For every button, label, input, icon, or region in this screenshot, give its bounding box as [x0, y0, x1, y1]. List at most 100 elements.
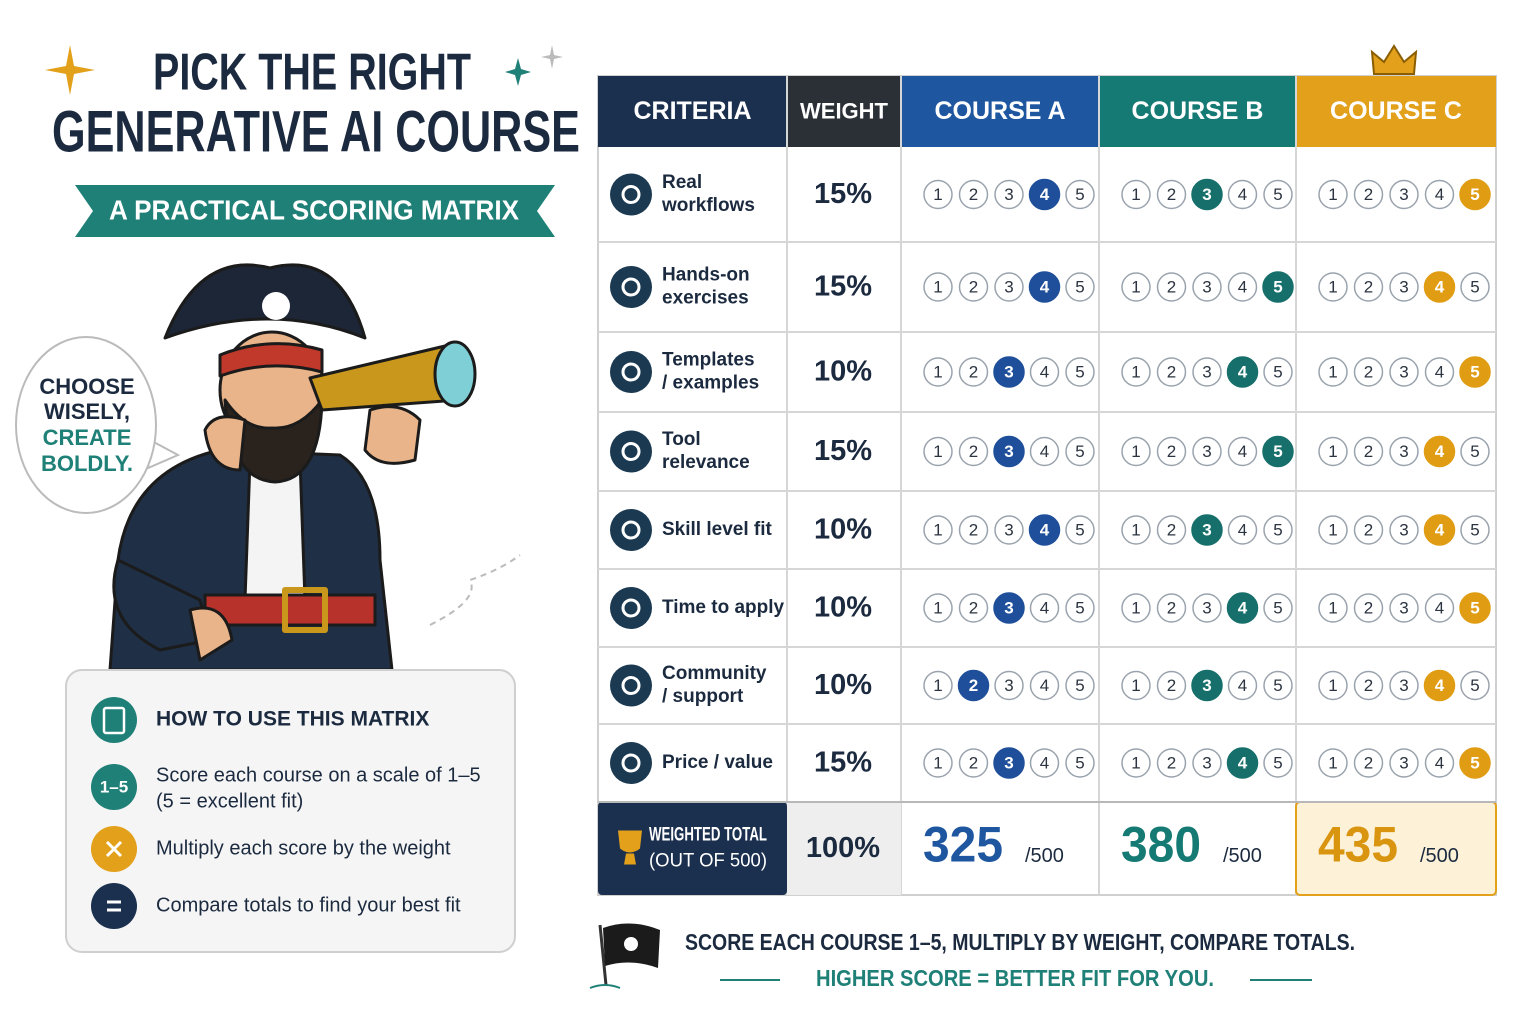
scale-number: 2 [1167, 676, 1176, 695]
scale-number: 2 [1364, 185, 1373, 204]
footer-line: SCORE EACH COURSE 1–5, MULTIPLY BY WEIGH… [685, 929, 1355, 955]
scale-circle [1156, 593, 1187, 623]
criterion-icon-glyph [621, 185, 641, 204]
scale-circle [1227, 670, 1258, 701]
scale-number: 2 [1364, 598, 1373, 617]
scale-circle [1029, 436, 1060, 467]
scale-circle [1065, 179, 1095, 210]
criterion-text: Real [662, 172, 702, 193]
scale-circle [1065, 593, 1095, 623]
scale-number: 4 [1040, 753, 1049, 772]
scoring-table: CRITERIA WEIGHT COURSE A COURSE B COURSE C Re… [597, 75, 1497, 896]
scale-number: 3 [1202, 185, 1211, 204]
header-text: COURSE B [1132, 97, 1264, 125]
scale-number: 5 [1470, 753, 1479, 772]
score-highlight [1423, 435, 1456, 468]
scale-number: 5 [1075, 753, 1084, 772]
scale-number: 3 [1202, 598, 1211, 617]
scale-number: 4 [1238, 676, 1247, 695]
scale-circle [1192, 272, 1222, 302]
total-weight-cell [787, 802, 901, 895]
scale-circle [1029, 357, 1060, 387]
scale-circle [1318, 593, 1348, 623]
scale-number: 3 [1004, 753, 1013, 772]
scale-circle [1263, 748, 1293, 778]
scale-number: 1 [933, 676, 942, 695]
scale-icon-text: 1–5 [100, 777, 128, 796]
total-score: 325 [923, 817, 1003, 873]
scale-number: 2 [1167, 598, 1176, 617]
scale-circle [1424, 748, 1455, 778]
criterion-text: Community [662, 663, 767, 684]
clipboard-glyph [102, 706, 126, 735]
scale-circle [958, 272, 989, 302]
scale-number: 2 [969, 185, 978, 204]
scale-circle [1121, 272, 1151, 302]
weight-text: 10% [814, 592, 872, 624]
scale-number: 3 [1399, 185, 1408, 204]
scale-number: 2 [1167, 520, 1176, 539]
scale-circle [1389, 593, 1419, 623]
criterion-icon-glyph [621, 277, 641, 297]
scale-number: 5 [1470, 442, 1479, 461]
scale-number: 2 [1364, 676, 1373, 695]
scale-circle [958, 357, 989, 387]
scale-number: 1 [933, 753, 942, 772]
total-max: /500 [1025, 845, 1064, 867]
scale-circle [1121, 179, 1151, 210]
scale-number: 2 [969, 520, 978, 539]
criterion-icon-glyph [621, 676, 641, 695]
step-text: Score each course on a scale of 1–5 [156, 764, 481, 786]
scale-circle [1353, 748, 1384, 778]
scale-number: 5 [1273, 442, 1282, 461]
scale-number: 5 [1075, 598, 1084, 617]
criterion-icon [610, 664, 652, 707]
scale-circle [994, 515, 1024, 545]
scale-circle [1121, 593, 1151, 623]
scale-number: 3 [1202, 753, 1211, 772]
total-label: WEIGHTED TOTAL [649, 825, 767, 846]
scale-circle [1424, 593, 1455, 623]
score-highlight [993, 592, 1025, 624]
score-highlight [1191, 514, 1223, 546]
scale-circle [1389, 179, 1419, 210]
scale-circle [1424, 357, 1455, 387]
speech-bubble: CHOOSE WISELY, CREATE BOLDLY. [15, 336, 181, 514]
scale-number: 3 [1004, 277, 1013, 296]
scale-number: 2 [1364, 520, 1373, 539]
scale-number: 4 [1435, 676, 1445, 695]
scale-number: 4 [1040, 676, 1049, 695]
scale-circle [1460, 436, 1490, 467]
score-highlight [1226, 747, 1259, 779]
scale-number: 4 [1238, 362, 1248, 381]
step-text: (5 = excellent fit) [156, 790, 303, 812]
score-highlight [1423, 669, 1456, 702]
scale-number: 2 [1364, 442, 1373, 461]
weight-text: 15% [814, 435, 872, 467]
scale-number: 4 [1435, 362, 1444, 381]
scale-number: 1 [1131, 185, 1140, 204]
dashed-path [429, 554, 521, 626]
weight-text: 15% [814, 178, 872, 210]
header-cell [901, 76, 1099, 147]
score-highlight [1226, 592, 1259, 624]
criterion-icon-glyph [621, 520, 641, 540]
scale-circle [994, 179, 1024, 210]
score-highlight [1459, 178, 1491, 211]
scale-number: 4 [1435, 520, 1445, 539]
scale-number: 4 [1238, 598, 1248, 617]
header-text: COURSE C [1330, 97, 1462, 125]
header-cell [1099, 76, 1296, 147]
clipboard-icon [91, 697, 137, 743]
scale-number: 2 [1167, 277, 1176, 296]
scale-circle [1156, 179, 1187, 210]
bubble-text: CREATE [43, 425, 132, 450]
scale-number: 5 [1470, 676, 1479, 695]
score-highlight [993, 356, 1025, 388]
weight-text: 10% [814, 514, 872, 546]
scale-circle [994, 272, 1024, 302]
scale-circle [1029, 670, 1060, 701]
scale-number: 1 [1131, 598, 1140, 617]
scale-circle [958, 515, 989, 545]
